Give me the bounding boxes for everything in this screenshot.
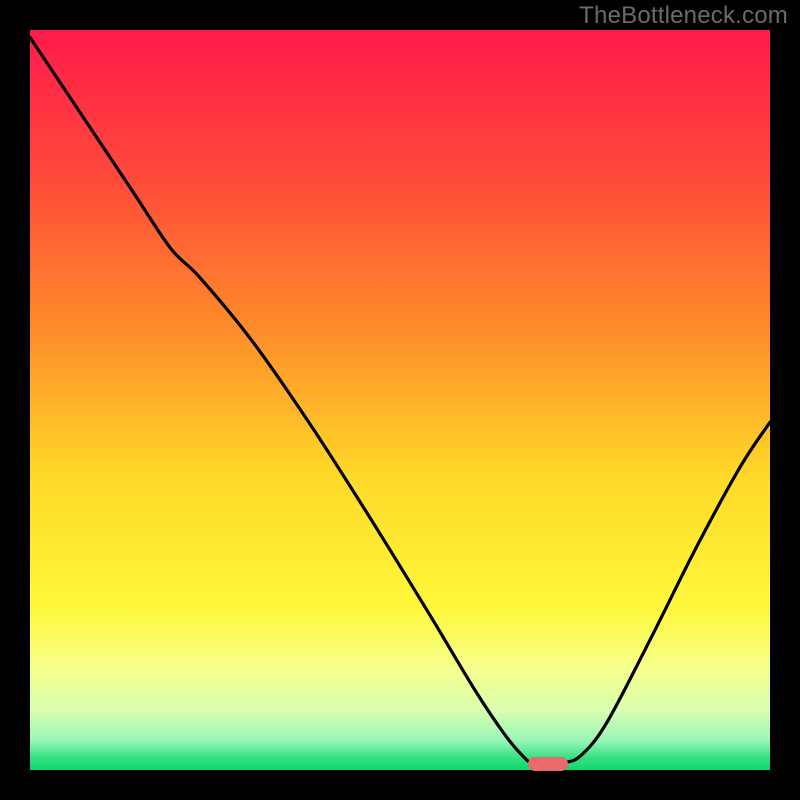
optimal-point-marker [528, 757, 569, 770]
plot-area [30, 30, 770, 770]
watermark-label: TheBottleneck.com [579, 2, 788, 30]
bottleneck-curve [30, 30, 770, 770]
outer-frame: TheBottleneck.com [0, 0, 800, 800]
